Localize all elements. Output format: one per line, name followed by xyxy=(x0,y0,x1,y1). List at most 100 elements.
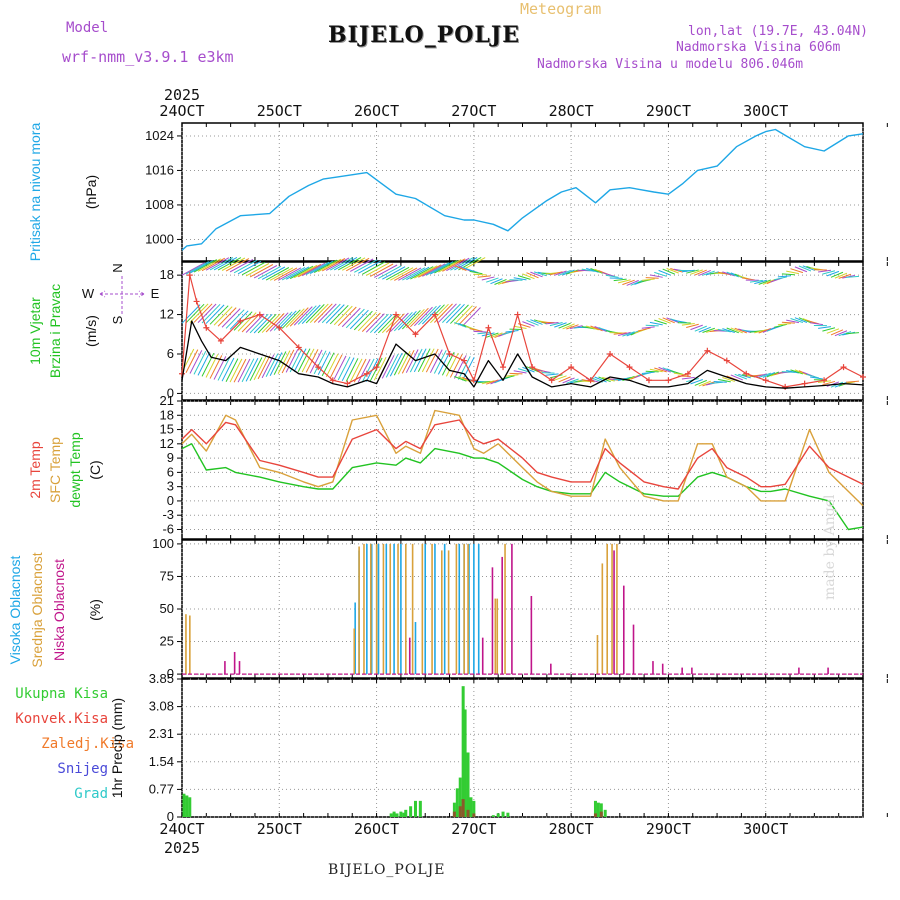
wind-vector xyxy=(458,306,477,326)
wind-vector xyxy=(698,380,711,387)
wind-vector xyxy=(781,273,795,276)
wind-unit: (m/s) xyxy=(83,315,99,347)
wind-vector xyxy=(301,262,326,277)
precip-legend-item: Zaledj.Kisa xyxy=(41,736,134,752)
gust-marker xyxy=(256,311,263,318)
dewpt-line xyxy=(181,443,864,531)
wind-vector xyxy=(325,353,339,378)
wind-vector xyxy=(277,310,297,330)
wind-vector xyxy=(381,354,395,379)
wind-vector xyxy=(505,329,519,333)
wind-vector xyxy=(269,312,289,332)
wind-vector xyxy=(406,266,430,281)
y-tick-label: 9 xyxy=(167,450,174,465)
wind-vector xyxy=(185,303,205,324)
wind-vector xyxy=(193,259,218,273)
y-tick-label: 1024 xyxy=(145,128,174,143)
gust-marker xyxy=(485,324,492,331)
gust-marker xyxy=(237,318,244,325)
wind-vector xyxy=(269,267,294,281)
wind-vector xyxy=(802,265,816,271)
wind-vector xyxy=(305,261,330,276)
panel-frame-0 xyxy=(181,122,864,262)
gust-marker xyxy=(548,377,555,384)
wind-vector xyxy=(533,271,547,277)
wind-vector xyxy=(221,308,241,328)
wind-vector xyxy=(441,351,455,376)
wind-vector xyxy=(662,268,675,275)
gust-marker xyxy=(529,364,536,371)
wind-vector xyxy=(602,272,615,277)
wind-vector xyxy=(581,268,595,272)
x-tick-label-top: 30OCT xyxy=(743,102,788,120)
cloud-ylabel: Srednja Oblacnost xyxy=(29,552,45,667)
wind-vector xyxy=(405,349,419,373)
wind-vector xyxy=(830,271,844,278)
wind-vector xyxy=(549,271,563,276)
wind-vector xyxy=(810,376,824,380)
wind-vector xyxy=(434,303,453,323)
wind-vector xyxy=(798,317,812,324)
wind-vector xyxy=(309,349,323,374)
wind-vector xyxy=(413,306,433,327)
precip-bar xyxy=(463,709,467,817)
footer-station: BIJELO_POLJE xyxy=(328,862,446,878)
wind-vector xyxy=(681,323,695,326)
wind-vector xyxy=(237,312,257,332)
y-tick-label: 0 xyxy=(167,809,174,824)
wind-vector xyxy=(834,330,848,337)
wind-speed-line xyxy=(181,320,864,389)
wind-vector xyxy=(389,352,403,377)
wind-vector xyxy=(409,307,429,328)
wind-vector xyxy=(545,321,559,325)
wind-vector xyxy=(229,358,243,383)
wind-vector xyxy=(341,307,361,328)
wind-vector xyxy=(569,325,583,330)
wind-vector xyxy=(649,321,663,326)
wind-vector xyxy=(265,313,285,333)
wind-vector xyxy=(781,321,795,324)
wind-vector xyxy=(673,319,687,324)
precip-bar xyxy=(491,815,495,817)
y-tick-label: 12 xyxy=(160,307,174,322)
wind-vector xyxy=(586,267,599,273)
wind-vector xyxy=(562,269,575,276)
wind-vector xyxy=(297,348,311,373)
wind-vector xyxy=(197,303,217,323)
wind-vector xyxy=(422,263,446,277)
gust-marker xyxy=(607,351,614,357)
y-tick-label: 0 xyxy=(167,493,174,508)
temp-unit: (C) xyxy=(87,460,103,479)
precip-legend-item: Ukupna Kisa xyxy=(15,686,108,702)
precip-bar xyxy=(402,812,406,817)
gust-marker xyxy=(723,357,730,364)
wind-vector xyxy=(273,351,287,375)
y-tick-label: 6 xyxy=(167,346,174,361)
wind-vector xyxy=(454,322,467,328)
gust-marker xyxy=(315,364,322,371)
wind-vector xyxy=(830,329,844,336)
wind-vector xyxy=(382,266,406,280)
wind-vector xyxy=(301,348,315,373)
wind-vector xyxy=(726,271,740,278)
wind-vector xyxy=(690,379,703,385)
wind-vector xyxy=(325,304,345,324)
wind-vector xyxy=(481,380,495,385)
precip-bar xyxy=(418,800,422,817)
wind-vector xyxy=(397,310,417,331)
wind-vector xyxy=(438,303,457,323)
precip-ylabel: 1hr Precip (mm) xyxy=(109,698,125,798)
wind-vector xyxy=(810,322,824,326)
wind-vector xyxy=(473,273,487,276)
precip-bar xyxy=(461,686,465,817)
wind-vector xyxy=(265,267,290,281)
wind-vector xyxy=(626,374,639,381)
wind-vector xyxy=(717,378,731,383)
precip-bar xyxy=(395,813,399,817)
x-tick-label-top: 29OCT xyxy=(646,102,691,120)
wind-vector xyxy=(617,279,631,284)
wind-vector xyxy=(777,275,791,278)
wind-vector xyxy=(481,332,495,337)
wind-vector xyxy=(722,377,735,382)
